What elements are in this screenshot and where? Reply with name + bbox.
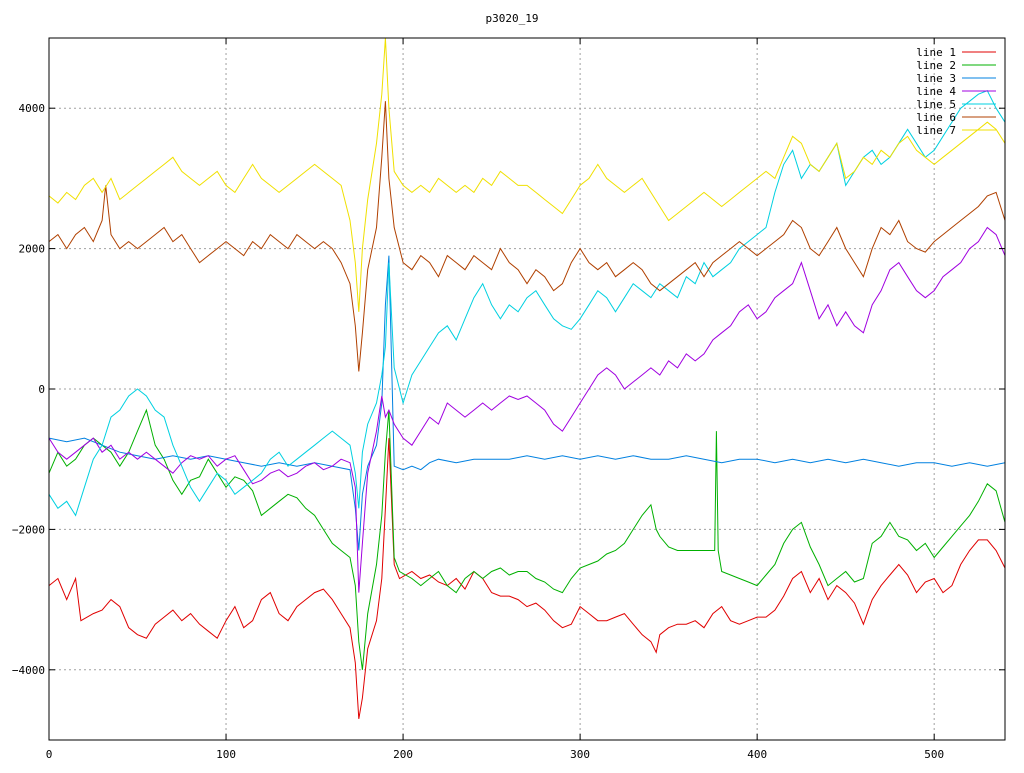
legend-label-1: line 1 bbox=[916, 46, 956, 59]
x-tick-label: 500 bbox=[924, 748, 944, 761]
legend-label-4: line 4 bbox=[916, 85, 956, 98]
series-line-6 bbox=[48, 101, 1006, 372]
series-layer bbox=[48, 37, 1006, 719]
tick-layer: 0 100 200 300 400 500 −4000 −2000 0 2000 4000 bbox=[12, 38, 1005, 761]
y-tick-label: 4000 bbox=[19, 102, 46, 115]
y-tick-label: −4000 bbox=[12, 664, 45, 677]
legend-label-3: line 3 bbox=[916, 72, 956, 85]
series-line-5 bbox=[48, 89, 1006, 517]
legend-label-2: line 2 bbox=[916, 59, 956, 72]
x-tick-label: 400 bbox=[747, 748, 767, 761]
x-tick-label: 0 bbox=[46, 748, 53, 761]
series-line-2 bbox=[48, 408, 1006, 670]
series-line-7 bbox=[48, 37, 1006, 312]
x-tick-label: 200 bbox=[393, 748, 413, 761]
chart-title: p3020_19 bbox=[486, 12, 539, 25]
legend-label-5: line 5 bbox=[916, 98, 956, 111]
x-tick-label: 100 bbox=[216, 748, 236, 761]
series-line-3 bbox=[48, 255, 1006, 551]
legend-label-6: line 6 bbox=[916, 111, 956, 124]
y-tick-label: 0 bbox=[38, 383, 45, 396]
series-line-1 bbox=[48, 438, 1006, 719]
y-tick-label: 2000 bbox=[19, 243, 46, 256]
legend-label-7: line 7 bbox=[916, 124, 956, 137]
x-tick-label: 300 bbox=[570, 748, 590, 761]
series-line-4 bbox=[48, 226, 1006, 593]
y-tick-label: −2000 bbox=[12, 523, 45, 536]
